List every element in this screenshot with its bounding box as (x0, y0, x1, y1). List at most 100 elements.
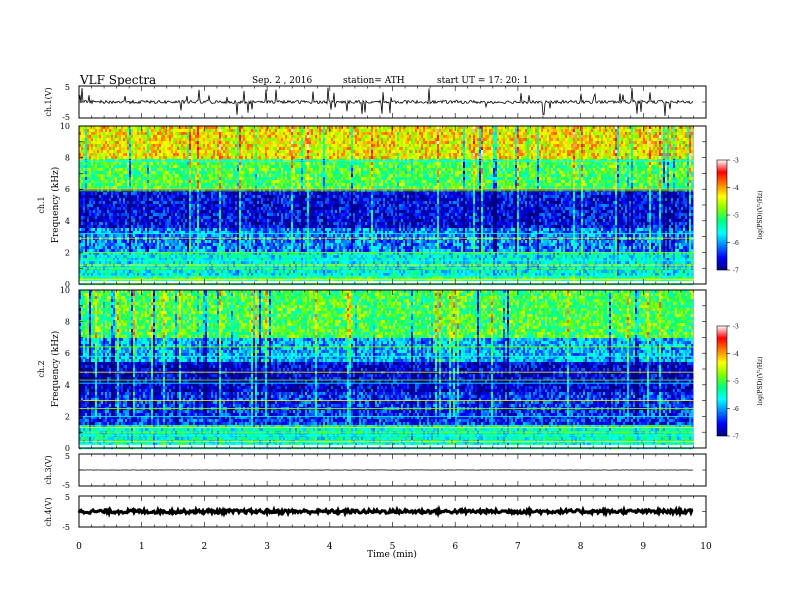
ch1-ticks (79, 86, 706, 118)
spectrogram-cell (105, 150, 107, 153)
spectrogram-cell (87, 150, 89, 153)
spectrogram-cell (81, 183, 83, 186)
spectrogram-cell (95, 138, 97, 141)
spectrogram-cell (107, 216, 109, 219)
spectrogram-cell (115, 168, 117, 171)
spectrogram-cell (95, 195, 97, 198)
spectrogram-cell (111, 234, 113, 237)
spectrogram-cell (113, 153, 115, 156)
spectrogram-cell (99, 198, 101, 201)
spectrogram-cell (87, 153, 89, 156)
spectrogram-cell (113, 135, 115, 138)
spectrogram-cell (99, 243, 101, 246)
spectrogram-cell (95, 216, 97, 219)
spectrogram-cell (89, 150, 91, 153)
spectrogram-cell (101, 150, 103, 153)
spectrogram-cell (115, 261, 117, 264)
spectrogram-cell (113, 228, 115, 231)
spectrogram-cell (97, 156, 99, 159)
spectrogram-cell (95, 132, 97, 135)
spectrogram-cell (103, 270, 105, 273)
spectrogram-cell (115, 129, 117, 132)
spectrogram-cell (83, 147, 85, 150)
spectrogram-cell (107, 168, 109, 171)
spectrogram-cell (89, 270, 91, 273)
spectrogram-cell (89, 216, 91, 219)
spectrogram-cell (117, 174, 119, 177)
spectrogram-cell (83, 162, 85, 165)
spectrogram-cell (99, 201, 101, 204)
spectrogram-cell (105, 225, 107, 228)
spectrogram-cell (81, 243, 83, 246)
spectrogram-cell (105, 255, 107, 258)
spectrogram-cell (91, 225, 93, 228)
spectrogram-cell (103, 192, 105, 195)
spectrogram-cell (85, 168, 87, 171)
spectrogram-cell (117, 243, 119, 246)
spectrogram-cell (105, 264, 107, 267)
spectrogram-cell (113, 207, 115, 210)
spectrogram-cell (97, 204, 99, 207)
spectrogram-cell (117, 141, 119, 144)
spectrogram-cell (113, 270, 115, 273)
spectrogram-cell (83, 234, 85, 237)
spectrogram-cell (111, 141, 113, 144)
spectrogram-cell (81, 174, 83, 177)
spectrogram-cell (111, 243, 113, 246)
spectrogram-cell (81, 129, 83, 132)
spectrogram-cell (81, 180, 83, 183)
spectrogram-cell (91, 135, 93, 138)
spectrogram-cell (97, 222, 99, 225)
spectrogram-cell (97, 255, 99, 258)
spectrogram-cell (109, 144, 111, 147)
spectrogram-cell (87, 219, 89, 222)
spectrogram-cell (109, 261, 111, 264)
spectrogram-cell (111, 177, 113, 180)
spectrogram-cell (109, 207, 111, 210)
spectrogram-cell (117, 135, 119, 138)
spectrogram-cell (81, 198, 83, 201)
spectrogram-cell (109, 153, 111, 156)
spectrogram-cell (101, 168, 103, 171)
spectrogram-cell (93, 261, 95, 264)
spectrogram-cell (117, 204, 119, 207)
spectrogram-cell (105, 141, 107, 144)
spectrogram-cell (89, 147, 91, 150)
spectrogram-cell (117, 180, 119, 183)
spectrogram-cell (85, 153, 87, 156)
spectrogram-cell (109, 216, 111, 219)
spectrogram-cell (107, 156, 109, 159)
spectrogram-cell (89, 156, 91, 159)
spectrogram-cell (97, 168, 99, 171)
spectrogram-cell (103, 183, 105, 186)
spectrogram-cell (99, 222, 101, 225)
spectrogram-cell (81, 150, 83, 153)
spectrogram-cell (113, 162, 115, 165)
spectrogram-cell (99, 240, 101, 243)
spectrogram-cell (87, 165, 89, 168)
spectrogram-cell (101, 129, 103, 132)
spectrogram-cell (93, 204, 95, 207)
start-time-label: start UT = 17: 20: 1 (437, 76, 529, 86)
spectrogram-cell (87, 156, 89, 159)
spectrogram-cell (115, 225, 117, 228)
spectrogram-cell (117, 168, 119, 171)
spectrogram-cell (115, 156, 117, 159)
spectrogram-cell (109, 165, 111, 168)
spectrogram-cell (95, 210, 97, 213)
spectrogram-cell (87, 177, 89, 180)
spectrogram-cell (91, 162, 93, 165)
spectrogram-cell (87, 135, 89, 138)
spectrogram-cell (89, 141, 91, 144)
spectrogram-cell (109, 210, 111, 213)
spectrogram-cell (105, 147, 107, 150)
spectrogram-cell (83, 249, 85, 252)
spectrogram-cell (105, 240, 107, 243)
spectrogram-cell (91, 153, 93, 156)
spectrogram-cell (89, 207, 91, 210)
spectrogram-cell (97, 225, 99, 228)
spectrogram-cell (85, 222, 87, 225)
spectrogram-cell (87, 225, 89, 228)
spectrogram-cell (95, 162, 97, 165)
spectrogram-cell (97, 144, 99, 147)
